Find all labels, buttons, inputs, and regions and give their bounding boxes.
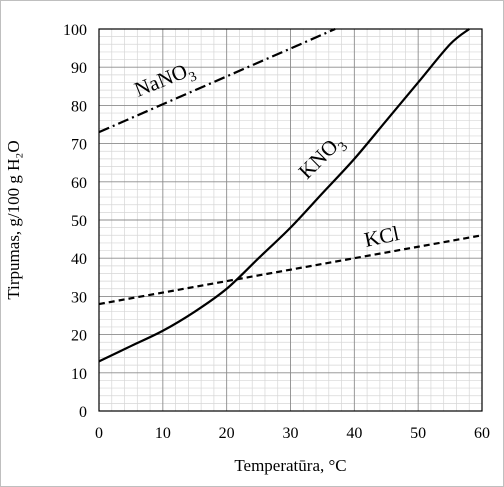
y-tick-label: 90 xyxy=(71,60,87,77)
y-tick-label: 0 xyxy=(79,404,87,421)
series-line-nano3 xyxy=(98,27,336,134)
x-tick-label: 0 xyxy=(95,425,103,442)
y-tick-label: 40 xyxy=(71,251,87,268)
x-tick-label: 60 xyxy=(474,425,490,442)
y-tick-label: 20 xyxy=(71,328,87,345)
x-tick-label: 30 xyxy=(283,425,299,442)
x-tick-labels: 0 10 20 30 40 50 60 xyxy=(95,425,490,442)
y-axis-title: Tirpumas, g/100 g H₂O xyxy=(4,140,23,299)
y-tick-label: 50 xyxy=(71,213,87,230)
x-tick-label: 40 xyxy=(346,425,362,442)
y-tick-label: 60 xyxy=(71,175,87,192)
y-tick-label: 100 xyxy=(63,22,87,39)
x-axis-title: Temperatūra, °C xyxy=(234,456,346,475)
y-tick-label: 70 xyxy=(71,137,87,154)
y-tick-label: 10 xyxy=(71,366,87,383)
series-lines xyxy=(98,27,483,363)
y-tick-labels: 0 10 20 30 40 50 60 70 80 90 100 xyxy=(63,22,87,421)
y-tick-label: 30 xyxy=(71,289,87,306)
x-tick-label: 50 xyxy=(410,425,426,442)
series-line-kno3 xyxy=(98,28,470,363)
y-tick-label: 80 xyxy=(71,98,87,115)
series-line-kcl xyxy=(98,234,483,306)
x-tick-label: 20 xyxy=(219,425,235,442)
plot-border xyxy=(98,28,483,412)
x-tick-label: 10 xyxy=(155,425,171,442)
